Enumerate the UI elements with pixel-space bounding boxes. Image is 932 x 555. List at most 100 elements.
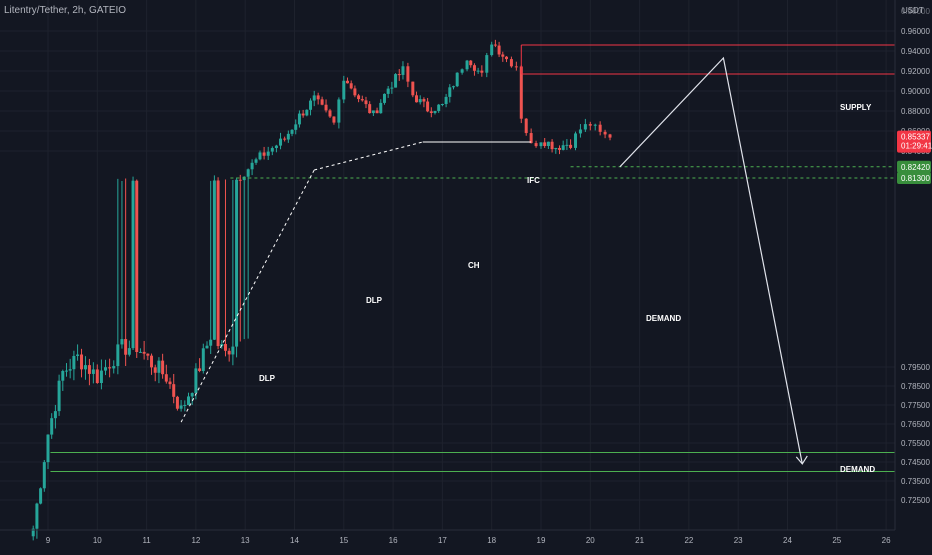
time-tick-label: 25 — [832, 536, 841, 545]
candle-body — [574, 133, 578, 148]
candle-body — [519, 66, 523, 119]
candle-body — [131, 180, 135, 349]
candle-body — [124, 339, 128, 355]
candle-body — [472, 65, 476, 71]
dlp-label-2: DLP — [366, 296, 383, 305]
candle-body — [349, 83, 353, 89]
candle-body — [250, 162, 254, 170]
candle-body — [146, 353, 150, 356]
candle-body — [31, 528, 35, 537]
candle-body — [368, 104, 372, 114]
candle-body — [418, 99, 422, 103]
candle-body — [328, 110, 332, 117]
candle-body — [266, 151, 270, 156]
candle-body — [194, 368, 198, 394]
candle-body — [394, 74, 398, 88]
candle-body — [480, 70, 484, 73]
candle-body — [270, 148, 274, 152]
candle-body — [172, 384, 176, 397]
candle-body — [274, 145, 278, 149]
candle-body — [57, 380, 61, 412]
candle-body — [187, 396, 191, 405]
candle-body — [68, 369, 72, 371]
drawings: SUPPLY DEMAND DEMAND IFC CH DLP DLP — [50, 44, 895, 474]
bar-countdown: 01:29:41 — [901, 142, 932, 151]
candle-body — [205, 345, 209, 349]
candle-body — [294, 124, 298, 130]
candle-body — [104, 367, 108, 371]
candle-body — [258, 152, 262, 160]
candle-body — [603, 131, 607, 135]
candle-body — [501, 54, 505, 57]
candle-body — [246, 169, 250, 177]
demand-price-value-lower: 0.81300 — [901, 174, 930, 183]
candle-body — [324, 104, 328, 111]
candle-body — [64, 370, 68, 372]
candles — [31, 39, 612, 541]
candle-body — [50, 418, 54, 435]
candle-body — [493, 44, 497, 46]
candle-body — [371, 110, 375, 114]
candle-body — [497, 45, 501, 55]
candle-body — [345, 80, 349, 84]
candle-body — [316, 95, 320, 100]
candle-body — [401, 66, 405, 75]
price-tick-label: 0.77500 — [901, 401, 930, 410]
price-tick-label: 0.92000 — [901, 67, 930, 76]
candle-body — [565, 144, 569, 146]
candle-body — [72, 355, 76, 370]
candle-body — [153, 367, 157, 373]
candle-body — [216, 180, 220, 347]
candle-body — [142, 351, 146, 354]
candle-body — [220, 344, 224, 347]
candle-body — [305, 109, 309, 116]
time-tick-label: 13 — [241, 536, 250, 545]
candle-body — [76, 354, 80, 356]
price-tick-label: 0.96000 — [901, 27, 930, 36]
candle-body — [35, 503, 39, 529]
candle-body — [375, 110, 379, 114]
candle-body — [608, 134, 612, 138]
candle-body — [386, 88, 390, 94]
candle-body — [490, 44, 494, 56]
demand-price-tag-lower — [897, 172, 931, 184]
candle-body — [357, 95, 361, 100]
candle-body — [320, 99, 324, 105]
candle-body — [235, 179, 239, 347]
dlp-label-1: DLP — [259, 374, 276, 383]
time-tick-label: 16 — [389, 536, 398, 545]
candle-body — [286, 133, 290, 140]
price-tick-label: 0.76500 — [901, 420, 930, 429]
candle-body — [469, 60, 473, 66]
candle-body — [179, 405, 183, 409]
candle-body — [451, 86, 455, 88]
time-tick-label: 21 — [635, 536, 644, 545]
dlp-line-2 — [314, 141, 423, 171]
candle-body — [301, 113, 305, 116]
price-axis[interactable]: USDT 0.96000 0.94000 0.92000 0.90000 0.88000 0… — [894, 0, 932, 550]
candle-body — [223, 344, 227, 351]
candle-body — [39, 488, 43, 504]
candle-body — [99, 370, 103, 383]
candle-body — [557, 147, 561, 150]
candle-body — [168, 381, 172, 385]
candle-body — [485, 55, 489, 73]
price-tick-label: 0.88000 — [901, 107, 930, 116]
candle-body — [411, 81, 415, 96]
candle-body — [283, 138, 287, 140]
candle-body — [529, 133, 533, 144]
price-tick-label-partial: 0.98000 — [901, 7, 930, 16]
candle-body — [593, 124, 597, 126]
candle-body — [543, 142, 547, 146]
candle-body — [460, 69, 464, 73]
candle-body — [534, 143, 538, 147]
candle-body — [514, 66, 518, 68]
candle-body — [524, 118, 528, 134]
grid-lines — [0, 0, 895, 530]
candle-body — [290, 129, 294, 134]
candle-body — [415, 95, 419, 103]
time-axis[interactable]: 9 10 11 12 13 14 15 16 17 18 19 20 21 22 23 24 25 26 — [0, 529, 895, 545]
candle-body — [440, 104, 444, 106]
